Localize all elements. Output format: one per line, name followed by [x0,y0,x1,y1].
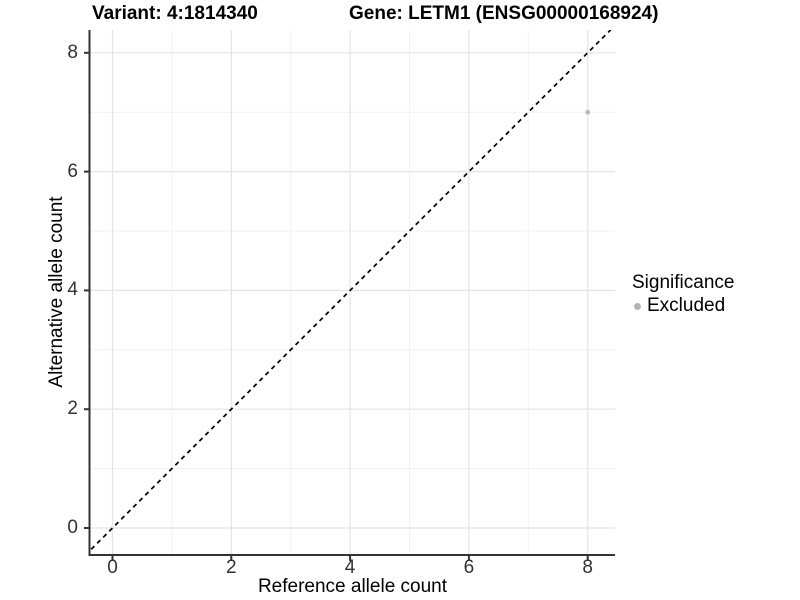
minor-gridlines [89,30,615,555]
x-tick-label: 6 [463,557,475,578]
x-tick-label: 2 [226,557,237,578]
x-tick-label: 4 [344,557,356,578]
x-axis-title: Reference allele count [257,576,448,597]
y-tick-label: 0 [67,517,78,538]
legend-entry-label: Excluded [647,295,726,316]
legend: Significance Excluded [632,272,734,317]
y-tick-label: 2 [67,398,78,420]
y-tick-label: 8 [67,41,78,63]
gene-title: Gene: LETM1 (ENSG00000168924) [349,3,659,24]
data-point [585,109,591,115]
x-tick-label: 8 [582,557,593,578]
legend-entry-excluded: Excluded [632,295,734,317]
axis-tick-marks [84,51,589,561]
variant-title: Variant: 4:1814340 [92,3,258,24]
identity-reference-line [89,30,612,553]
x-tick-label: 0 [107,557,118,578]
y-tick-label: 4 [67,279,78,301]
major-gridlines [89,30,615,555]
excluded-point-icon [634,302,641,310]
y-tick-label: 6 [67,160,78,182]
legend-title: Significance [632,272,735,293]
y-axis-title: Alternative allele count [46,196,67,388]
